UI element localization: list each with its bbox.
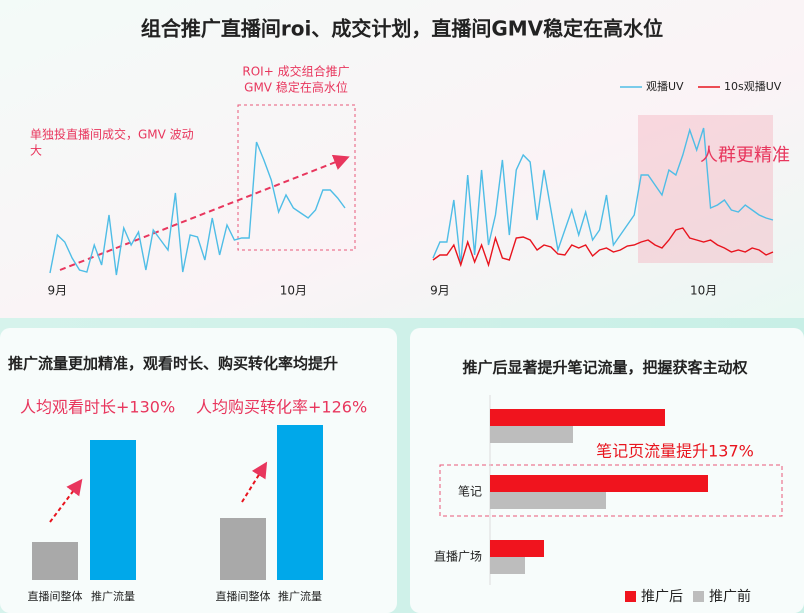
x-tick-label: 10月	[690, 284, 717, 298]
highlight-box	[237, 104, 356, 251]
annotation: GMV 稳定在高水位	[244, 80, 348, 95]
x-tick-label: 9月	[48, 284, 68, 298]
legend-label: 观播UV	[646, 79, 684, 93]
annotation: 笔记页流量提升137%	[596, 442, 754, 461]
bar	[90, 440, 136, 580]
trend-arrow	[241, 461, 268, 503]
panel-title: 推广流量更加精准，观看时长、购买转化率均提升	[8, 355, 338, 373]
line	[432, 227, 774, 268]
legend-label: 推广前	[709, 588, 751, 605]
bar	[490, 557, 525, 574]
x-tick-label: 10月	[280, 284, 307, 298]
annotation: 大	[30, 144, 42, 158]
bar	[32, 542, 78, 580]
y-tick-label: 直播广场	[434, 550, 482, 564]
bar	[490, 426, 573, 443]
x-tick-label: 推广流量	[91, 589, 135, 603]
annotation: 人群更精准	[700, 145, 790, 166]
top-panel	[0, 0, 804, 318]
annotation: 单独投直播间成交，GMV 波动	[30, 127, 194, 142]
x-tick-label: 推广流量	[278, 589, 322, 603]
annotation: ROI+ 成交组合推广	[242, 64, 349, 79]
chart-title: 人均观看时长+130%	[20, 398, 175, 417]
bar	[490, 475, 708, 492]
x-tick-label: 直播间整体	[28, 589, 83, 603]
chart-title: 人均购买转化率+126%	[196, 398, 367, 417]
legend-swatch	[625, 591, 636, 602]
highlight-region	[638, 115, 773, 263]
trend-arrow	[59, 154, 350, 271]
page-title: 组合推广直播间roi、成交计划，直播间GMV稳定在高水位	[141, 17, 663, 41]
x-tick-label: 直播间整体	[216, 589, 271, 603]
bar	[490, 409, 665, 426]
trend-arrow	[49, 478, 83, 523]
line	[49, 141, 346, 276]
bar	[277, 425, 323, 580]
bar	[220, 518, 266, 580]
line	[432, 127, 774, 266]
bar	[490, 492, 606, 509]
legend-label: 推广后	[641, 589, 683, 605]
y-tick-label: 笔记	[458, 484, 482, 499]
chart-title: 推广后显著提升笔记流量，把握获客主动权	[462, 359, 748, 377]
x-tick-label: 9月	[430, 284, 450, 298]
bar	[490, 540, 544, 557]
legend-swatch	[693, 591, 704, 602]
highlight-box	[439, 464, 783, 517]
legend-label: 10s观播UV	[724, 79, 782, 93]
